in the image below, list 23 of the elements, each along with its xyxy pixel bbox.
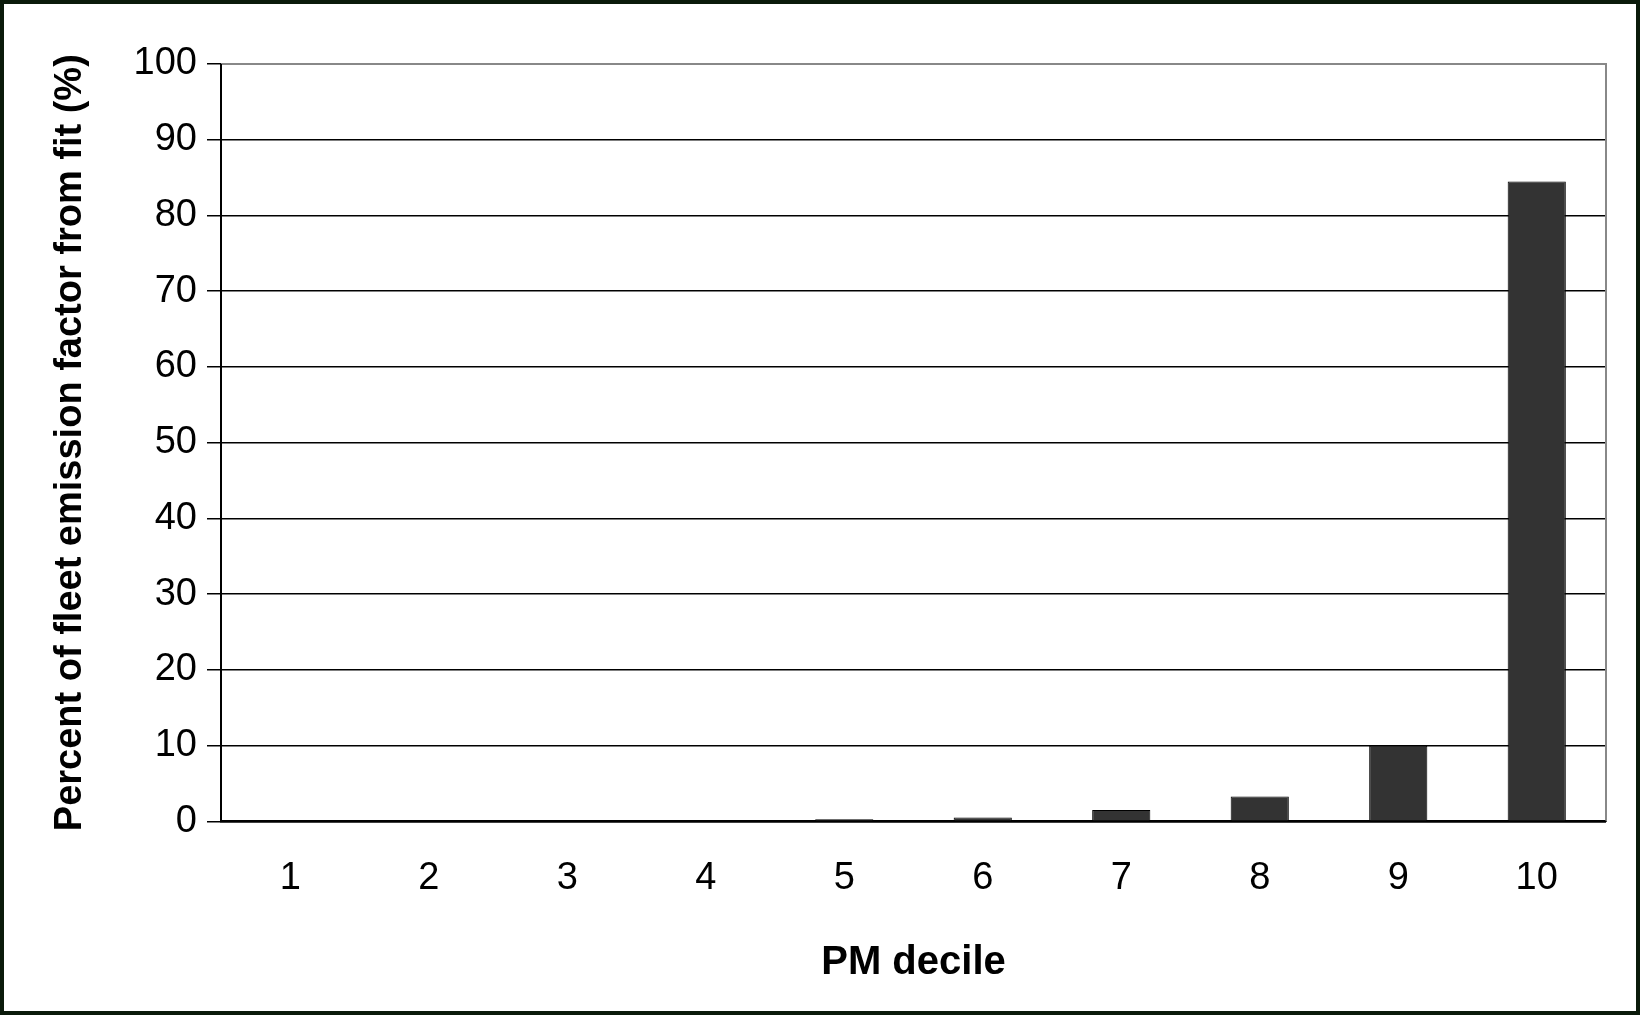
- x-tick-label: 1: [279, 854, 301, 897]
- y-tick-label: 90: [154, 116, 197, 159]
- y-tick-label: 100: [133, 40, 197, 83]
- y-tick-label: 40: [154, 494, 197, 537]
- x-axis-title: PM decile: [821, 938, 1006, 983]
- x-tick-label: 9: [1387, 854, 1409, 897]
- x-tick-label: 3: [556, 854, 578, 897]
- x-tick-label: 6: [972, 854, 994, 897]
- x-tick-label: 7: [1110, 854, 1132, 897]
- y-tick-label: 10: [154, 722, 197, 765]
- y-tick-label: 70: [154, 267, 197, 310]
- x-tick-label: 5: [833, 854, 855, 897]
- y-tick-label: 80: [154, 191, 197, 234]
- y-tick-label: 50: [154, 419, 197, 462]
- y-tick-label: 20: [154, 646, 197, 689]
- y-tick-label: 30: [154, 570, 197, 613]
- x-tick-label: 4: [695, 854, 717, 897]
- x-tick-label: 8: [1249, 854, 1271, 897]
- y-tick-label: 0: [175, 797, 197, 840]
- x-tick-label: 10: [1515, 854, 1558, 897]
- y-tick-label: 60: [154, 343, 197, 386]
- x-tick-label: 2: [418, 854, 440, 897]
- y-axis-title: Percent of fleet emission factor from fit (%): [47, 54, 90, 832]
